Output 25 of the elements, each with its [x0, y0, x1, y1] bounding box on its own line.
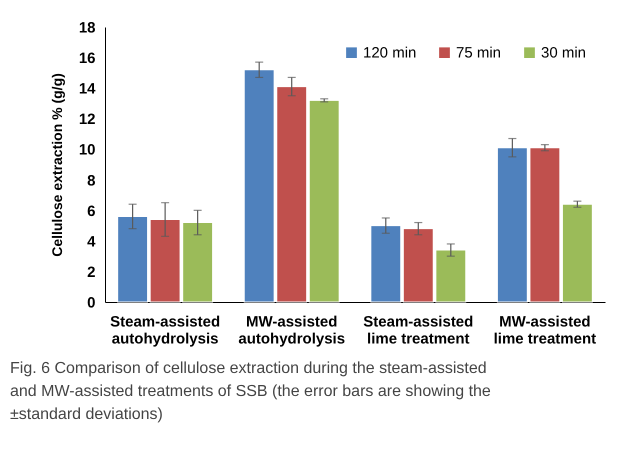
y-tick-label: 0	[87, 294, 96, 312]
bar	[308, 100, 340, 302]
y-tick-label: 6	[87, 202, 96, 220]
y-tick-label: 18	[78, 20, 96, 36]
bar	[276, 86, 308, 302]
y-tick-label: 2	[87, 264, 96, 281]
y-tick-label: 4	[87, 233, 96, 250]
y-tick-label: 8	[87, 172, 96, 190]
legend-label: 120 min	[363, 44, 416, 62]
caption: Fig. 6 Comparison of cellulose extraction during the steam-assisted and MW-assisted treatments of SSB (the error bars are showing the ±standard deviations)	[10, 360, 491, 423]
y-tick-label: 10	[78, 142, 96, 159]
y-axis-title: Cellulose extraction % (g/g)	[48, 73, 65, 257]
legend-label: 30 min	[541, 44, 586, 62]
x-tick-label: MW-assisted lime treatment	[494, 314, 596, 348]
bar	[402, 228, 434, 302]
y-tick-label: 12	[78, 111, 96, 128]
legend-label: 75 min	[456, 44, 502, 62]
bar	[435, 250, 466, 302]
x-tick-label: MW-assisted autohydrolysis	[238, 314, 346, 348]
x-tick-label: Steam-assisted lime treatment	[363, 314, 474, 348]
bar	[370, 225, 402, 302]
x-tick-label: Steam-assisted autohydrolysis	[110, 314, 220, 348]
bar	[244, 69, 275, 302]
y-tick-label: 16	[78, 50, 96, 68]
y-tick-label: 14	[78, 80, 96, 98]
